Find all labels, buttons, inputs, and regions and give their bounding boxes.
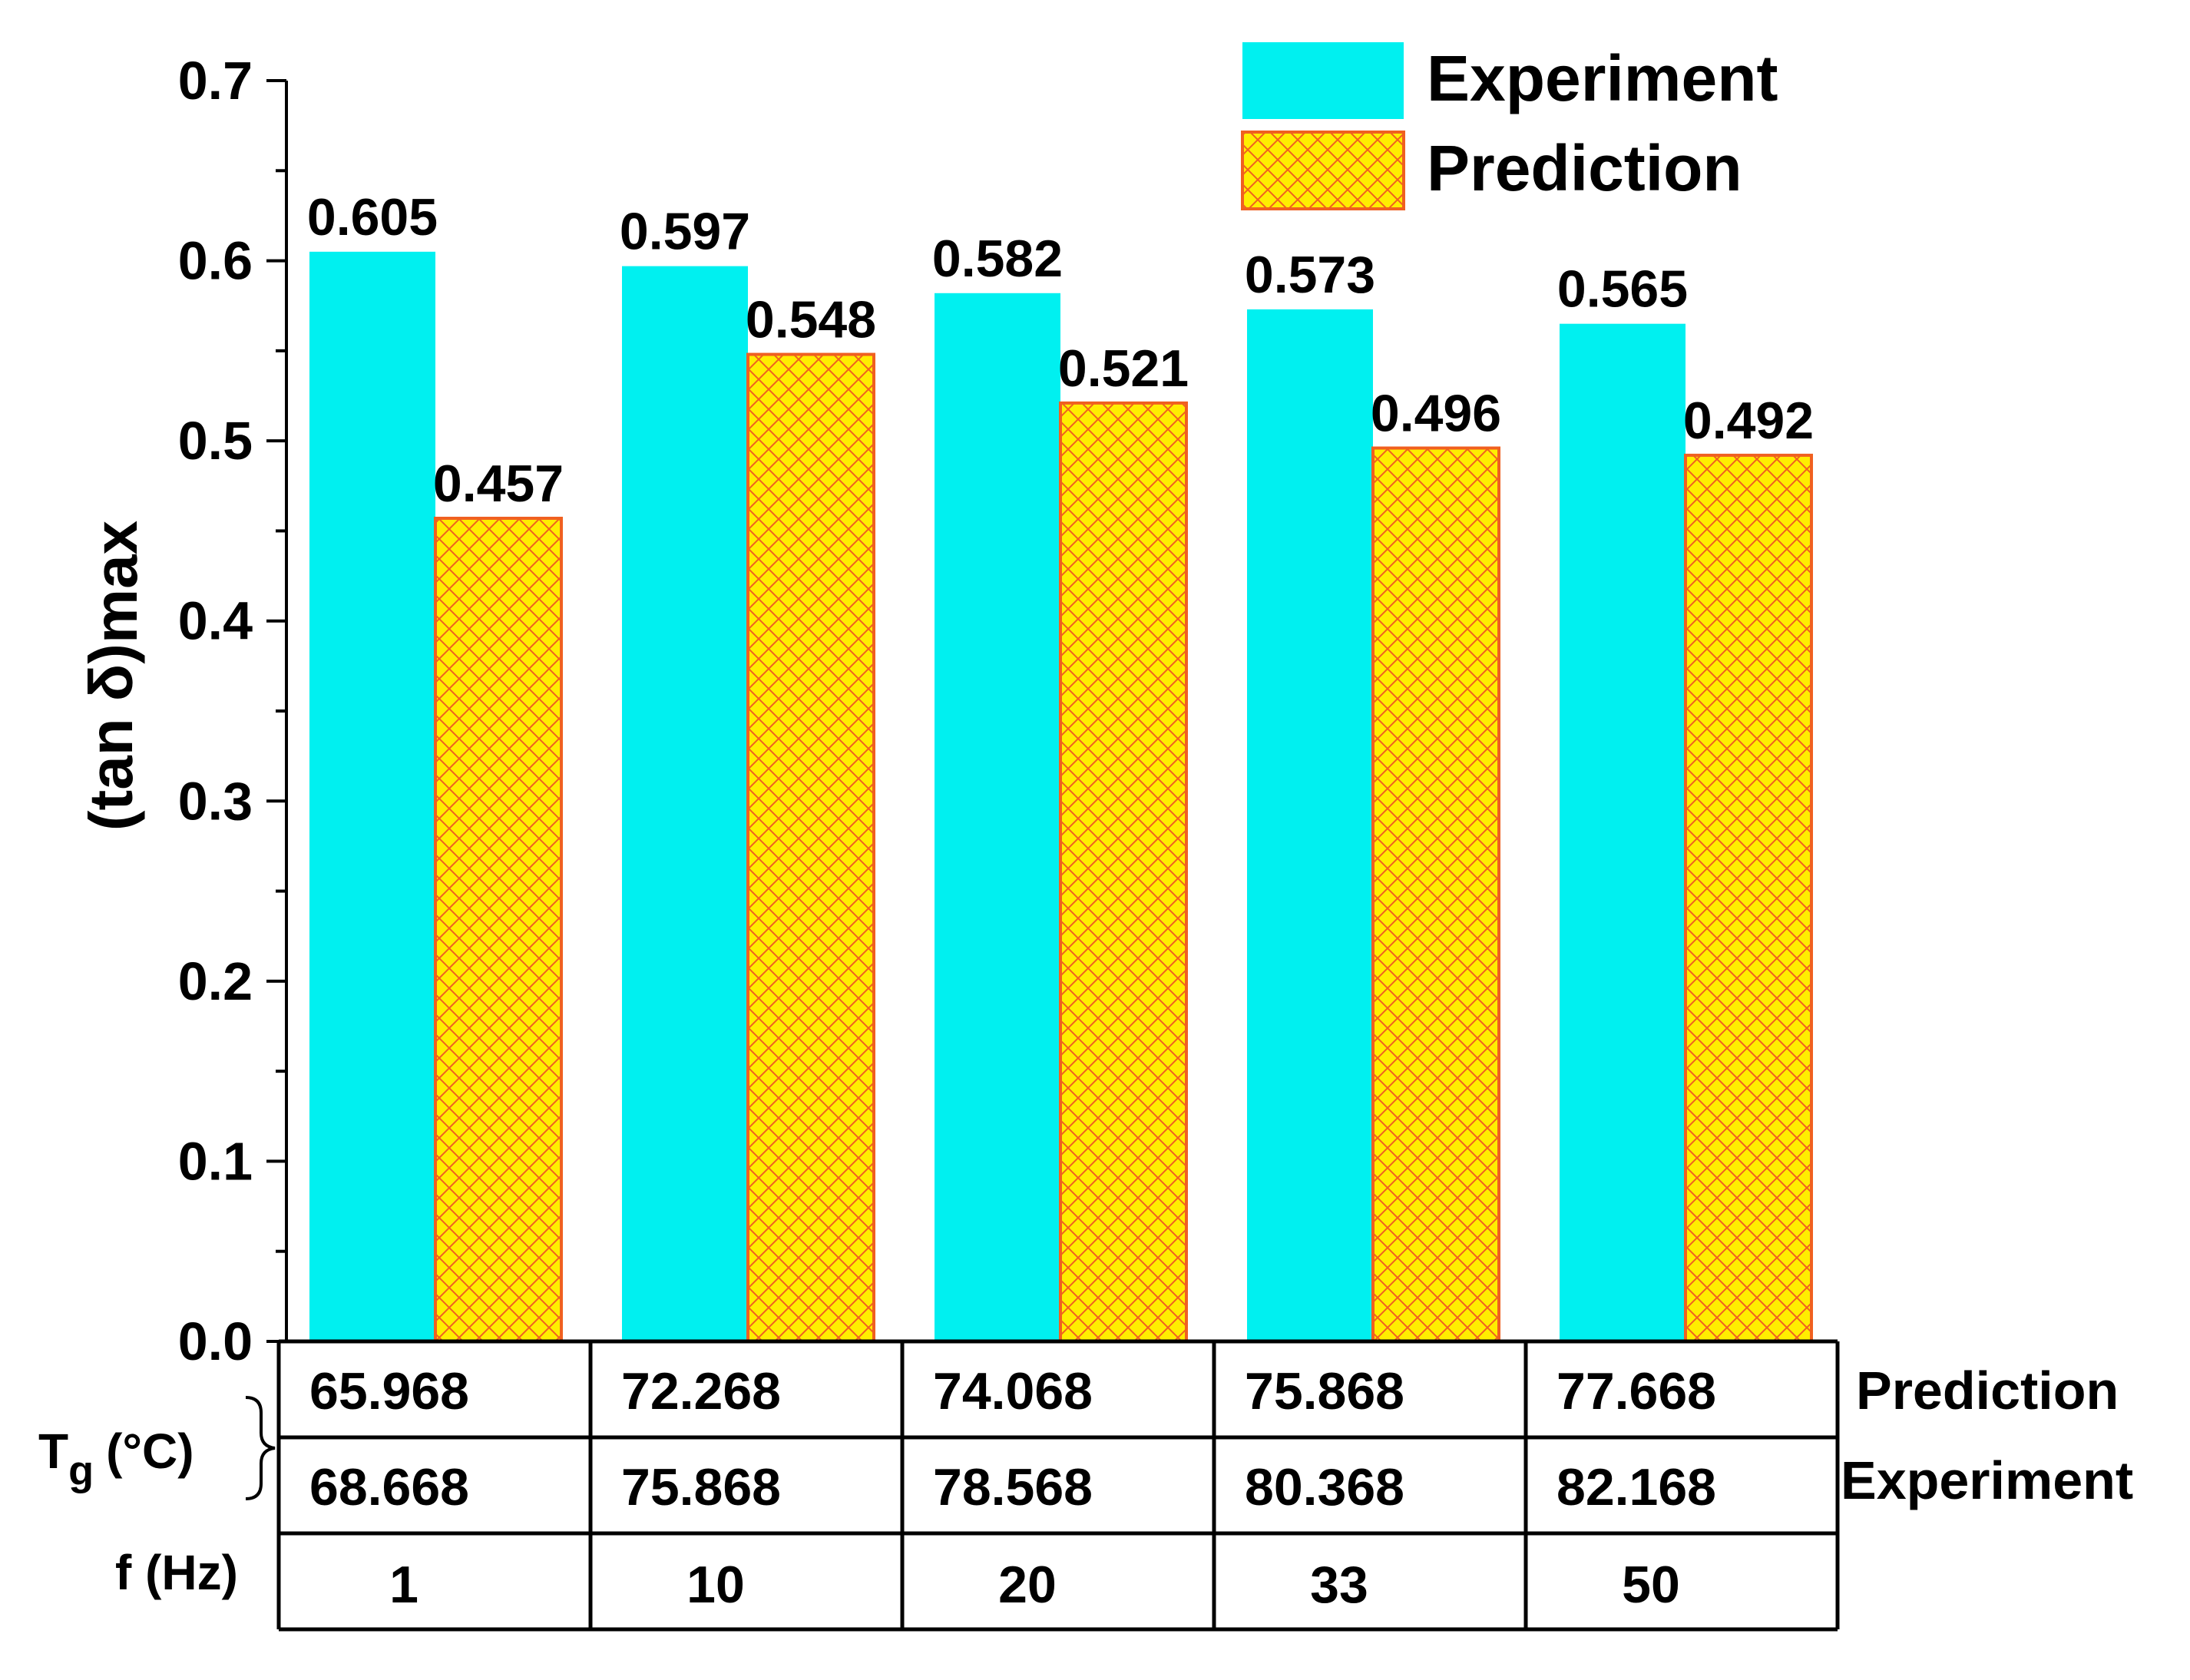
y-tick-label: 0.6 [178, 231, 253, 291]
bars [309, 251, 1813, 1344]
bar-experiment [309, 251, 435, 1341]
legend-label-prediction: Prediction [1427, 132, 1742, 204]
table-row-label-prediction: Prediction [1856, 1361, 2119, 1420]
tg-label-unit: (°C) [106, 1424, 194, 1479]
y-tick-label: 0.2 [178, 951, 253, 1011]
table-cell-tg-prediction: 72.268 [621, 1362, 781, 1420]
table-cell-frequency: 20 [998, 1556, 1057, 1614]
y-tick-label: 0.5 [178, 411, 253, 471]
bar-label-prediction: 0.521 [1058, 339, 1189, 398]
table-cell-tg-prediction: 77.668 [1556, 1362, 1716, 1420]
table-cell-frequency: 33 [1310, 1556, 1368, 1614]
bar-prediction [1684, 453, 1813, 1343]
legend-label-experiment: Experiment [1427, 42, 1778, 114]
bar-label-experiment: 0.565 [1557, 260, 1688, 319]
y-tick-label: 0.7 [178, 51, 253, 111]
bar-label-experiment: 0.582 [932, 230, 1063, 288]
y-axis-label-sub: max [81, 521, 150, 643]
y-axis-label-main: (tan δ) [77, 643, 145, 831]
tg-brace [245, 1396, 276, 1500]
y-tick-label: 0.0 [178, 1311, 253, 1371]
table-cell-tg-experiment: 78.568 [933, 1458, 1093, 1516]
table-cell-tg-experiment: 68.668 [309, 1458, 469, 1516]
bar-label-prediction: 0.492 [1683, 392, 1814, 450]
table-cell-tg-prediction: 75.868 [1245, 1362, 1404, 1420]
bar-label-experiment: 0.597 [620, 203, 750, 261]
legend-swatch-experiment [1242, 42, 1404, 119]
bar-labels: 0.605 0.457 0.597 0.548 0.582 0.521 0.573 0.496… [307, 188, 1814, 513]
table-cell-frequency: 10 [686, 1556, 745, 1614]
bar-experiment [622, 266, 748, 1341]
bar-experiment [1247, 309, 1373, 1341]
table-cell-tg-prediction: 74.068 [933, 1362, 1093, 1420]
y-tick-label: 0.1 [178, 1131, 253, 1191]
bar-experiment [935, 293, 1060, 1341]
bar-prediction [1059, 401, 1188, 1344]
table-cell-frequency: 1 [389, 1556, 418, 1614]
bar-prediction [746, 352, 875, 1343]
table-cell-frequency: 50 [1622, 1556, 1680, 1614]
y-axis: 0.0 0.1 0.2 0.3 0.4 0.5 0.6 0.7 [178, 51, 288, 1371]
bar-label-experiment: 0.573 [1245, 246, 1375, 304]
table-cell-tg-experiment: 80.368 [1245, 1458, 1404, 1516]
table-cell-tg-experiment: 75.868 [621, 1458, 781, 1516]
bar-label-prediction: 0.496 [1371, 385, 1501, 443]
bar-prediction [1371, 446, 1500, 1343]
f-row-label: f (Hz) [115, 1545, 238, 1600]
y-tick-label: 0.3 [178, 771, 253, 831]
bar-experiment [1560, 323, 1686, 1342]
table-cell-tg-experiment: 82.168 [1556, 1458, 1716, 1516]
tg-label-sub: g [68, 1448, 94, 1494]
bar-label-prediction: 0.457 [433, 455, 564, 513]
bar-prediction [434, 517, 563, 1343]
bar-label-prediction: 0.548 [746, 291, 876, 349]
bar-label-experiment: 0.605 [307, 188, 438, 246]
table-cell-tg-prediction: 65.968 [309, 1362, 469, 1420]
y-axis-label: (tan δ)max [77, 521, 150, 831]
y-tick-label: 0.4 [178, 591, 253, 651]
legend-swatch-prediction [1241, 131, 1405, 210]
data-table: 65.968 72.268 74.068 75.868 77.668 Prediction… [276, 1339, 2133, 1632]
tg-row-label: Tg (°C) [38, 1424, 194, 1494]
table-row-label-experiment: Experiment [1841, 1450, 2133, 1510]
tg-label-main: T [38, 1424, 68, 1479]
legend: Experiment Prediction [1241, 42, 1778, 210]
